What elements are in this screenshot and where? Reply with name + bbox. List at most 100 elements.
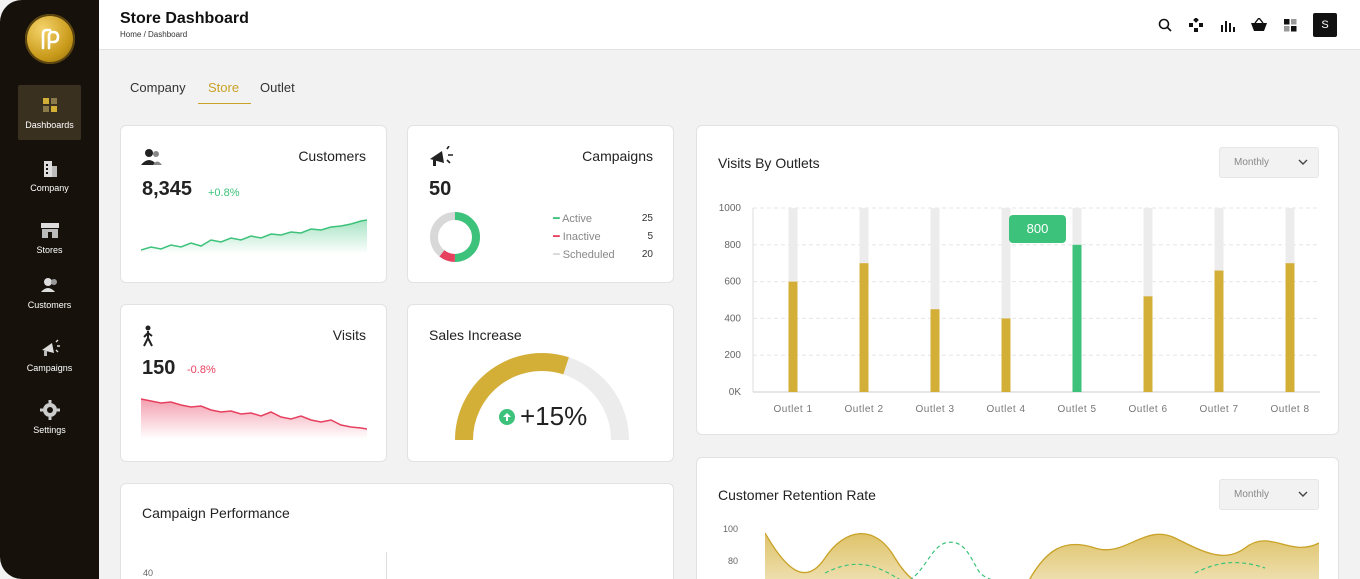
walking-person-icon [141,325,155,352]
store-icon [40,220,60,240]
breadcrumb-current: Dashboard [148,30,188,39]
bar-outlet-7 [1214,270,1224,392]
x-tick-label: Outlet 8 [1270,404,1309,415]
period-dropdown[interactable]: Monthly [1219,147,1319,178]
sidebar-item-dashboards[interactable]: Dashboards [18,85,81,140]
y-tick-label: 0K [729,387,742,398]
x-tick-label: Outlet 2 [844,404,883,415]
app-logo[interactable] [25,14,75,64]
y-tick-label: 400 [724,313,741,324]
megaphone-icon [40,338,60,358]
customers-card: Customers 8,345 +0.8% [120,125,387,283]
gear-icon [39,400,60,420]
x-tick-label: Outlet 5 [1057,404,1096,415]
customers-value: 8,345 [142,178,193,200]
sidebar-item-label: Company [30,183,69,193]
sidebar-item-customers[interactable]: Customers [18,265,81,320]
breadcrumb-home[interactable]: Home / [120,30,146,39]
customers-title: Customers [298,148,366,164]
y-tick-label: 800 [724,240,741,251]
sidebar-item-label: Campaigns [26,363,73,373]
grid-icon [42,95,58,115]
y-tick-label: 600 [724,277,741,288]
page-title: Store Dashboard [120,10,249,27]
top-header: Store Dashboard Home / Dashboard S [99,0,1360,50]
chevron-down-icon [1298,490,1308,501]
breadcrumb: Home / Dashboard [120,30,187,39]
apps-grid-icon[interactable] [1280,15,1300,35]
retention-period-dropdown[interactable]: Monthly [1219,479,1319,510]
sidebar: Dashboards Company Stores Customers Camp… [0,0,99,579]
visits-by-outlets-title: Visits By Outlets [718,155,820,171]
sales-gauge-fill [455,353,569,441]
visits-by-outlets-card: Visits By Outlets Monthly 0K 200 400 600 800… [696,125,1339,435]
bar-track [1001,208,1011,392]
visits-delta: -0.8% [187,364,216,376]
sales-value: +15% [520,401,588,431]
legend-active: ━ Active [553,213,593,225]
x-tick-label: Outlet 7 [1199,404,1238,415]
sidebar-item-label: Dashboards [25,120,74,130]
users-icon [141,148,163,171]
bar-tooltip: 800 [1009,214,1066,243]
sidebar-item-stores[interactable]: Stores [18,210,81,265]
legend-scheduled-value: 20 [641,249,653,260]
visits-value: 150 [142,357,176,379]
sidebar-item-campaigns[interactable]: Campaigns [18,328,81,383]
legend-active-value: 25 [641,213,653,224]
bar-outlet-4 [1001,318,1011,392]
y-tick-label: 1000 [719,203,742,214]
retention-area-chart [765,532,1319,579]
sidebar-item-company[interactable]: Company [18,148,81,203]
bar-outlet-8 [1285,263,1295,392]
x-tick-label: Outlet 6 [1128,404,1167,415]
campaign-performance-card: Campaign Performance 40 [120,483,674,579]
basket-icon[interactable] [1249,15,1269,35]
y-tick-label: 200 [724,350,741,361]
campaigns-donut [430,212,480,262]
tab-company[interactable]: Company [130,80,186,95]
tab-active-indicator [198,103,251,104]
retention-y-tick: 100 [722,524,738,534]
campaigns-value: 50 [429,178,452,200]
search-icon[interactable] [1155,15,1175,35]
retention-y-tick: 80 [727,556,738,566]
sidebar-item-settings[interactable]: Settings [18,390,81,445]
bar-outlet-5 [1072,244,1082,392]
legend-inactive-value: 5 [647,231,653,242]
customers-sparkline [141,219,367,254]
campaigns-title: Campaigns [582,148,653,164]
x-tick-label: Outlet 3 [915,404,954,415]
campaigns-card: Campaigns 50 ━ Active 25 ━ Inactive 5 ━ … [407,125,674,283]
user-avatar[interactable]: S [1313,13,1337,37]
campaign-performance-title: Campaign Performance [142,505,290,521]
visits-title: Visits [332,327,366,343]
bar-track [930,208,940,392]
bar-chart-icon[interactable] [1218,15,1238,35]
sidebar-item-label: Customers [27,300,72,310]
visits-bar-chart: 0K 200 400 600 800 1000 Outlet 1 Outlet 2 Outlet… [719,203,1320,415]
bar-outlet-3 [930,309,940,392]
legend-scheduled: ━ Scheduled [553,249,615,261]
diamond-icon[interactable] [1186,15,1206,35]
retention-title: Customer Retention Rate [718,487,876,503]
visits-sparkline [141,398,367,439]
building-icon [42,158,58,178]
bar-outlet-1 [788,281,798,392]
megaphone-icon [428,145,454,173]
arrow-up-icon [499,409,515,425]
x-tick-label: Outlet 4 [986,404,1025,415]
sales-gauge [455,353,629,441]
logo-icon [41,28,60,50]
users-icon [40,275,60,295]
bar-outlet-2 [859,263,869,392]
tab-store[interactable]: Store [208,80,240,95]
sales-increase-card: Sales Increase +15% [407,304,674,462]
bar-outlet-6 [1143,296,1153,392]
tab-outlet[interactable]: Outlet [260,80,295,95]
chevron-down-icon [1298,158,1308,169]
customer-retention-card: Customer Retention Rate Monthly 100 80 [696,457,1339,579]
x-tick-label: Outlet 1 [773,404,812,415]
y-tick: 40 [142,568,153,578]
chart-divider [386,552,387,579]
